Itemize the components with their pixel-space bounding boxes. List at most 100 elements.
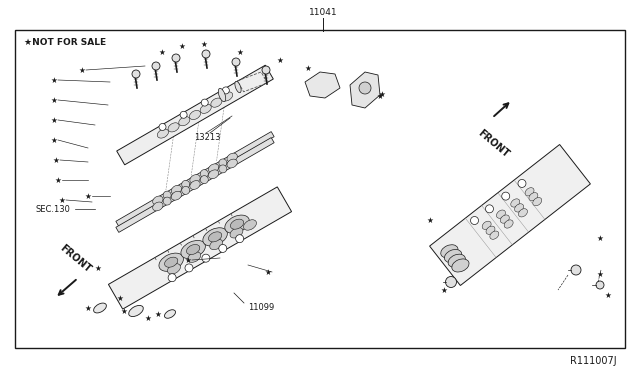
Text: SEC.130: SEC.130 [36, 205, 71, 214]
Polygon shape [206, 165, 221, 178]
Text: ★: ★ [276, 55, 284, 64]
Ellipse shape [448, 254, 465, 267]
Text: ★: ★ [145, 314, 152, 323]
Circle shape [236, 235, 244, 243]
Circle shape [202, 50, 210, 58]
Text: ★: ★ [427, 215, 433, 224]
Ellipse shape [159, 253, 184, 271]
Text: ★: ★ [379, 90, 385, 99]
Circle shape [222, 87, 229, 94]
Polygon shape [116, 132, 274, 227]
Ellipse shape [221, 92, 233, 101]
Text: ★: ★ [84, 192, 92, 201]
Circle shape [219, 244, 227, 253]
Ellipse shape [190, 180, 200, 189]
Ellipse shape [227, 159, 237, 168]
Ellipse shape [532, 198, 541, 206]
Ellipse shape [500, 215, 509, 223]
Text: ★: ★ [596, 269, 604, 279]
Ellipse shape [497, 210, 506, 218]
Ellipse shape [515, 204, 524, 212]
Text: FRONT: FRONT [476, 128, 511, 160]
Ellipse shape [452, 259, 469, 272]
Ellipse shape [188, 252, 201, 262]
Ellipse shape [172, 191, 182, 200]
Ellipse shape [230, 228, 243, 238]
Polygon shape [189, 174, 204, 187]
Ellipse shape [529, 193, 538, 201]
Text: ★: ★ [605, 291, 611, 299]
Ellipse shape [209, 170, 219, 179]
Ellipse shape [218, 88, 226, 102]
Polygon shape [429, 144, 591, 285]
Polygon shape [305, 72, 340, 98]
Ellipse shape [209, 232, 221, 242]
Polygon shape [156, 194, 170, 207]
Text: R111007J: R111007J [570, 356, 617, 366]
Ellipse shape [243, 220, 257, 230]
Ellipse shape [190, 174, 200, 183]
Ellipse shape [210, 239, 223, 250]
Text: ★: ★ [596, 234, 604, 243]
Ellipse shape [482, 221, 491, 230]
Text: ★: ★ [116, 294, 124, 302]
Circle shape [202, 254, 210, 262]
Ellipse shape [129, 305, 143, 317]
Text: ★NOT FOR SALE: ★NOT FOR SALE [24, 38, 106, 46]
Ellipse shape [518, 209, 527, 217]
Circle shape [445, 276, 456, 288]
Text: ★: ★ [440, 285, 447, 295]
Circle shape [518, 179, 526, 187]
Text: ★: ★ [120, 307, 127, 315]
Polygon shape [116, 138, 274, 232]
Ellipse shape [182, 186, 189, 194]
Ellipse shape [441, 245, 458, 258]
Text: ★: ★ [264, 267, 271, 276]
Text: 11041: 11041 [308, 7, 337, 16]
Text: ★: ★ [159, 48, 165, 57]
Ellipse shape [168, 264, 180, 274]
Circle shape [185, 264, 193, 272]
Ellipse shape [219, 159, 227, 167]
Ellipse shape [168, 123, 179, 132]
Ellipse shape [525, 187, 534, 196]
Ellipse shape [490, 231, 499, 239]
Text: ★: ★ [51, 115, 58, 125]
Text: FRONT: FRONT [58, 243, 93, 275]
Circle shape [180, 111, 187, 118]
Circle shape [262, 66, 270, 74]
Ellipse shape [219, 165, 227, 173]
Text: ★: ★ [51, 96, 58, 105]
Ellipse shape [230, 219, 244, 229]
Circle shape [168, 274, 176, 282]
Ellipse shape [211, 98, 222, 107]
Ellipse shape [189, 110, 200, 119]
Circle shape [172, 54, 180, 62]
Ellipse shape [172, 185, 182, 194]
Ellipse shape [164, 257, 178, 267]
Circle shape [159, 124, 166, 131]
Ellipse shape [227, 153, 237, 162]
Text: 13213: 13213 [194, 132, 221, 141]
Text: ★: ★ [79, 65, 85, 74]
Text: ★: ★ [200, 39, 207, 48]
Polygon shape [116, 65, 273, 165]
Ellipse shape [182, 180, 189, 188]
Text: ★: ★ [51, 135, 58, 144]
Text: ★: ★ [84, 304, 92, 312]
Text: 11099: 11099 [248, 302, 275, 311]
Ellipse shape [203, 228, 227, 246]
Text: ★: ★ [305, 64, 312, 73]
Ellipse shape [163, 197, 171, 205]
Circle shape [596, 281, 604, 289]
Text: ★: ★ [155, 310, 161, 318]
Ellipse shape [235, 81, 241, 93]
Text: ★: ★ [52, 155, 60, 164]
Ellipse shape [486, 226, 495, 234]
Text: ★: ★ [179, 42, 186, 51]
Text: ★: ★ [184, 256, 191, 264]
Ellipse shape [164, 310, 175, 318]
Ellipse shape [511, 199, 520, 207]
Ellipse shape [153, 196, 163, 205]
Ellipse shape [200, 170, 208, 178]
